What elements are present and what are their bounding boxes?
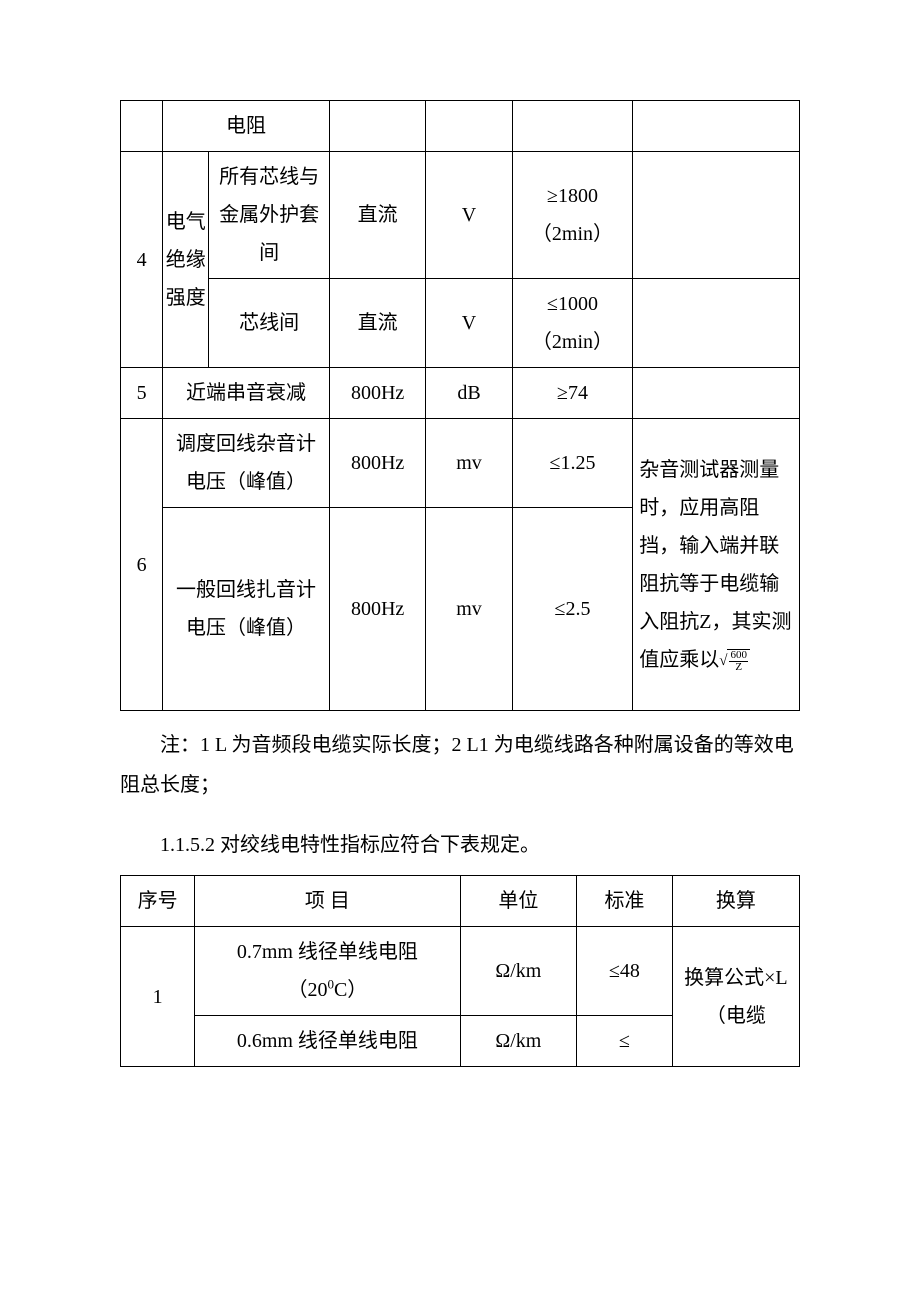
cell <box>426 101 512 152</box>
cell: ≤2.5 <box>512 508 633 711</box>
cell: mv <box>426 419 512 508</box>
cell: 换算公式×L （电缆 <box>672 927 799 1067</box>
cell: 直流 <box>329 279 425 368</box>
section-heading: 1.1.5.2 对绞线电特性指标应符合下表规定。 <box>120 825 800 865</box>
page: 电阻 4 电气绝缘强度 所有芯线与金属外护套间 直流 V ≥1800（2min）… <box>0 0 920 1302</box>
col-header: 标准 <box>577 876 672 927</box>
cell: ≤ <box>577 1016 672 1067</box>
col-header: 换算 <box>672 876 799 927</box>
cell: 近端串音衰减 <box>163 368 330 419</box>
cell: V <box>426 152 512 279</box>
note-text: 杂音测试器测量时，应用高阻挡，输入端并联阻抗等于电缆输入阻抗Z，其实测值应乘以 <box>639 459 791 671</box>
cell <box>633 101 800 152</box>
cell: 0.7mm 线径单线电阻（200C） <box>195 927 460 1016</box>
cell <box>633 279 800 368</box>
cell-group: 电气绝缘强度 <box>163 152 209 368</box>
table-1: 电阻 4 电气绝缘强度 所有芯线与金属外护套间 直流 V ≥1800（2min）… <box>120 100 800 711</box>
cell: 所有芯线与金属外护套间 <box>209 152 330 279</box>
cell: Ω/km <box>460 1016 577 1067</box>
cell: ≤1.25 <box>512 419 633 508</box>
cell <box>633 152 800 279</box>
cell <box>329 101 425 152</box>
cell: 芯线间 <box>209 279 330 368</box>
cell: 0.6mm 线径单线电阻 <box>195 1016 460 1067</box>
cell-rownum: 4 <box>121 152 163 368</box>
cell: ≤48 <box>577 927 672 1016</box>
cell <box>512 101 633 152</box>
cell-note: 杂音测试器测量时，应用高阻挡，输入端并联阻抗等于电缆输入阻抗Z，其实测值应乘以√… <box>633 419 800 711</box>
table-2: 序号 项 目 单位 标准 换算 1 0.7mm 线径单线电阻（200C） Ω/k… <box>120 875 800 1067</box>
cell: 一般回线扎音计电压（峰值） <box>163 508 330 711</box>
table-row: 芯线间 直流 V ≤1000（2min） <box>121 279 800 368</box>
cell-rownum: 5 <box>121 368 163 419</box>
table-row: 5 近端串音衰减 800Hz dB ≥74 <box>121 368 800 419</box>
footnote: 注：1 L 为音频段电缆实际长度；2 L1 为电缆线路各种附属设备的等效电阻总长… <box>120 725 800 805</box>
cell <box>121 101 163 152</box>
cell-rownum: 1 <box>121 927 195 1067</box>
table-row: 1 0.7mm 线径单线电阻（200C） Ω/km ≤48 换算公式×L （电缆 <box>121 927 800 1016</box>
col-header: 单位 <box>460 876 577 927</box>
cell: 电阻 <box>163 101 330 152</box>
col-header: 序号 <box>121 876 195 927</box>
cell: dB <box>426 368 512 419</box>
cell: ≥1800（2min） <box>512 152 633 279</box>
cell-rownum: 6 <box>121 419 163 711</box>
cell: 调度回线杂音计电压（峰值） <box>163 419 330 508</box>
table-row: 6 调度回线杂音计电压（峰值） 800Hz mv ≤1.25 杂音测试器测量时，… <box>121 419 800 508</box>
cell: 直流 <box>329 152 425 279</box>
cell: 800Hz <box>329 508 425 711</box>
cell: ≤1000（2min） <box>512 279 633 368</box>
table-row: 4 电气绝缘强度 所有芯线与金属外护套间 直流 V ≥1800（2min） <box>121 152 800 279</box>
cell: mv <box>426 508 512 711</box>
cell: ≥74 <box>512 368 633 419</box>
sqrt-expr: √600Z <box>719 647 750 676</box>
table-header-row: 序号 项 目 单位 标准 换算 <box>121 876 800 927</box>
cell: V <box>426 279 512 368</box>
cell: 800Hz <box>329 368 425 419</box>
cell: Ω/km <box>460 927 577 1016</box>
col-header: 项 目 <box>195 876 460 927</box>
table-row: 电阻 <box>121 101 800 152</box>
cell <box>633 368 800 419</box>
cell: 800Hz <box>329 419 425 508</box>
